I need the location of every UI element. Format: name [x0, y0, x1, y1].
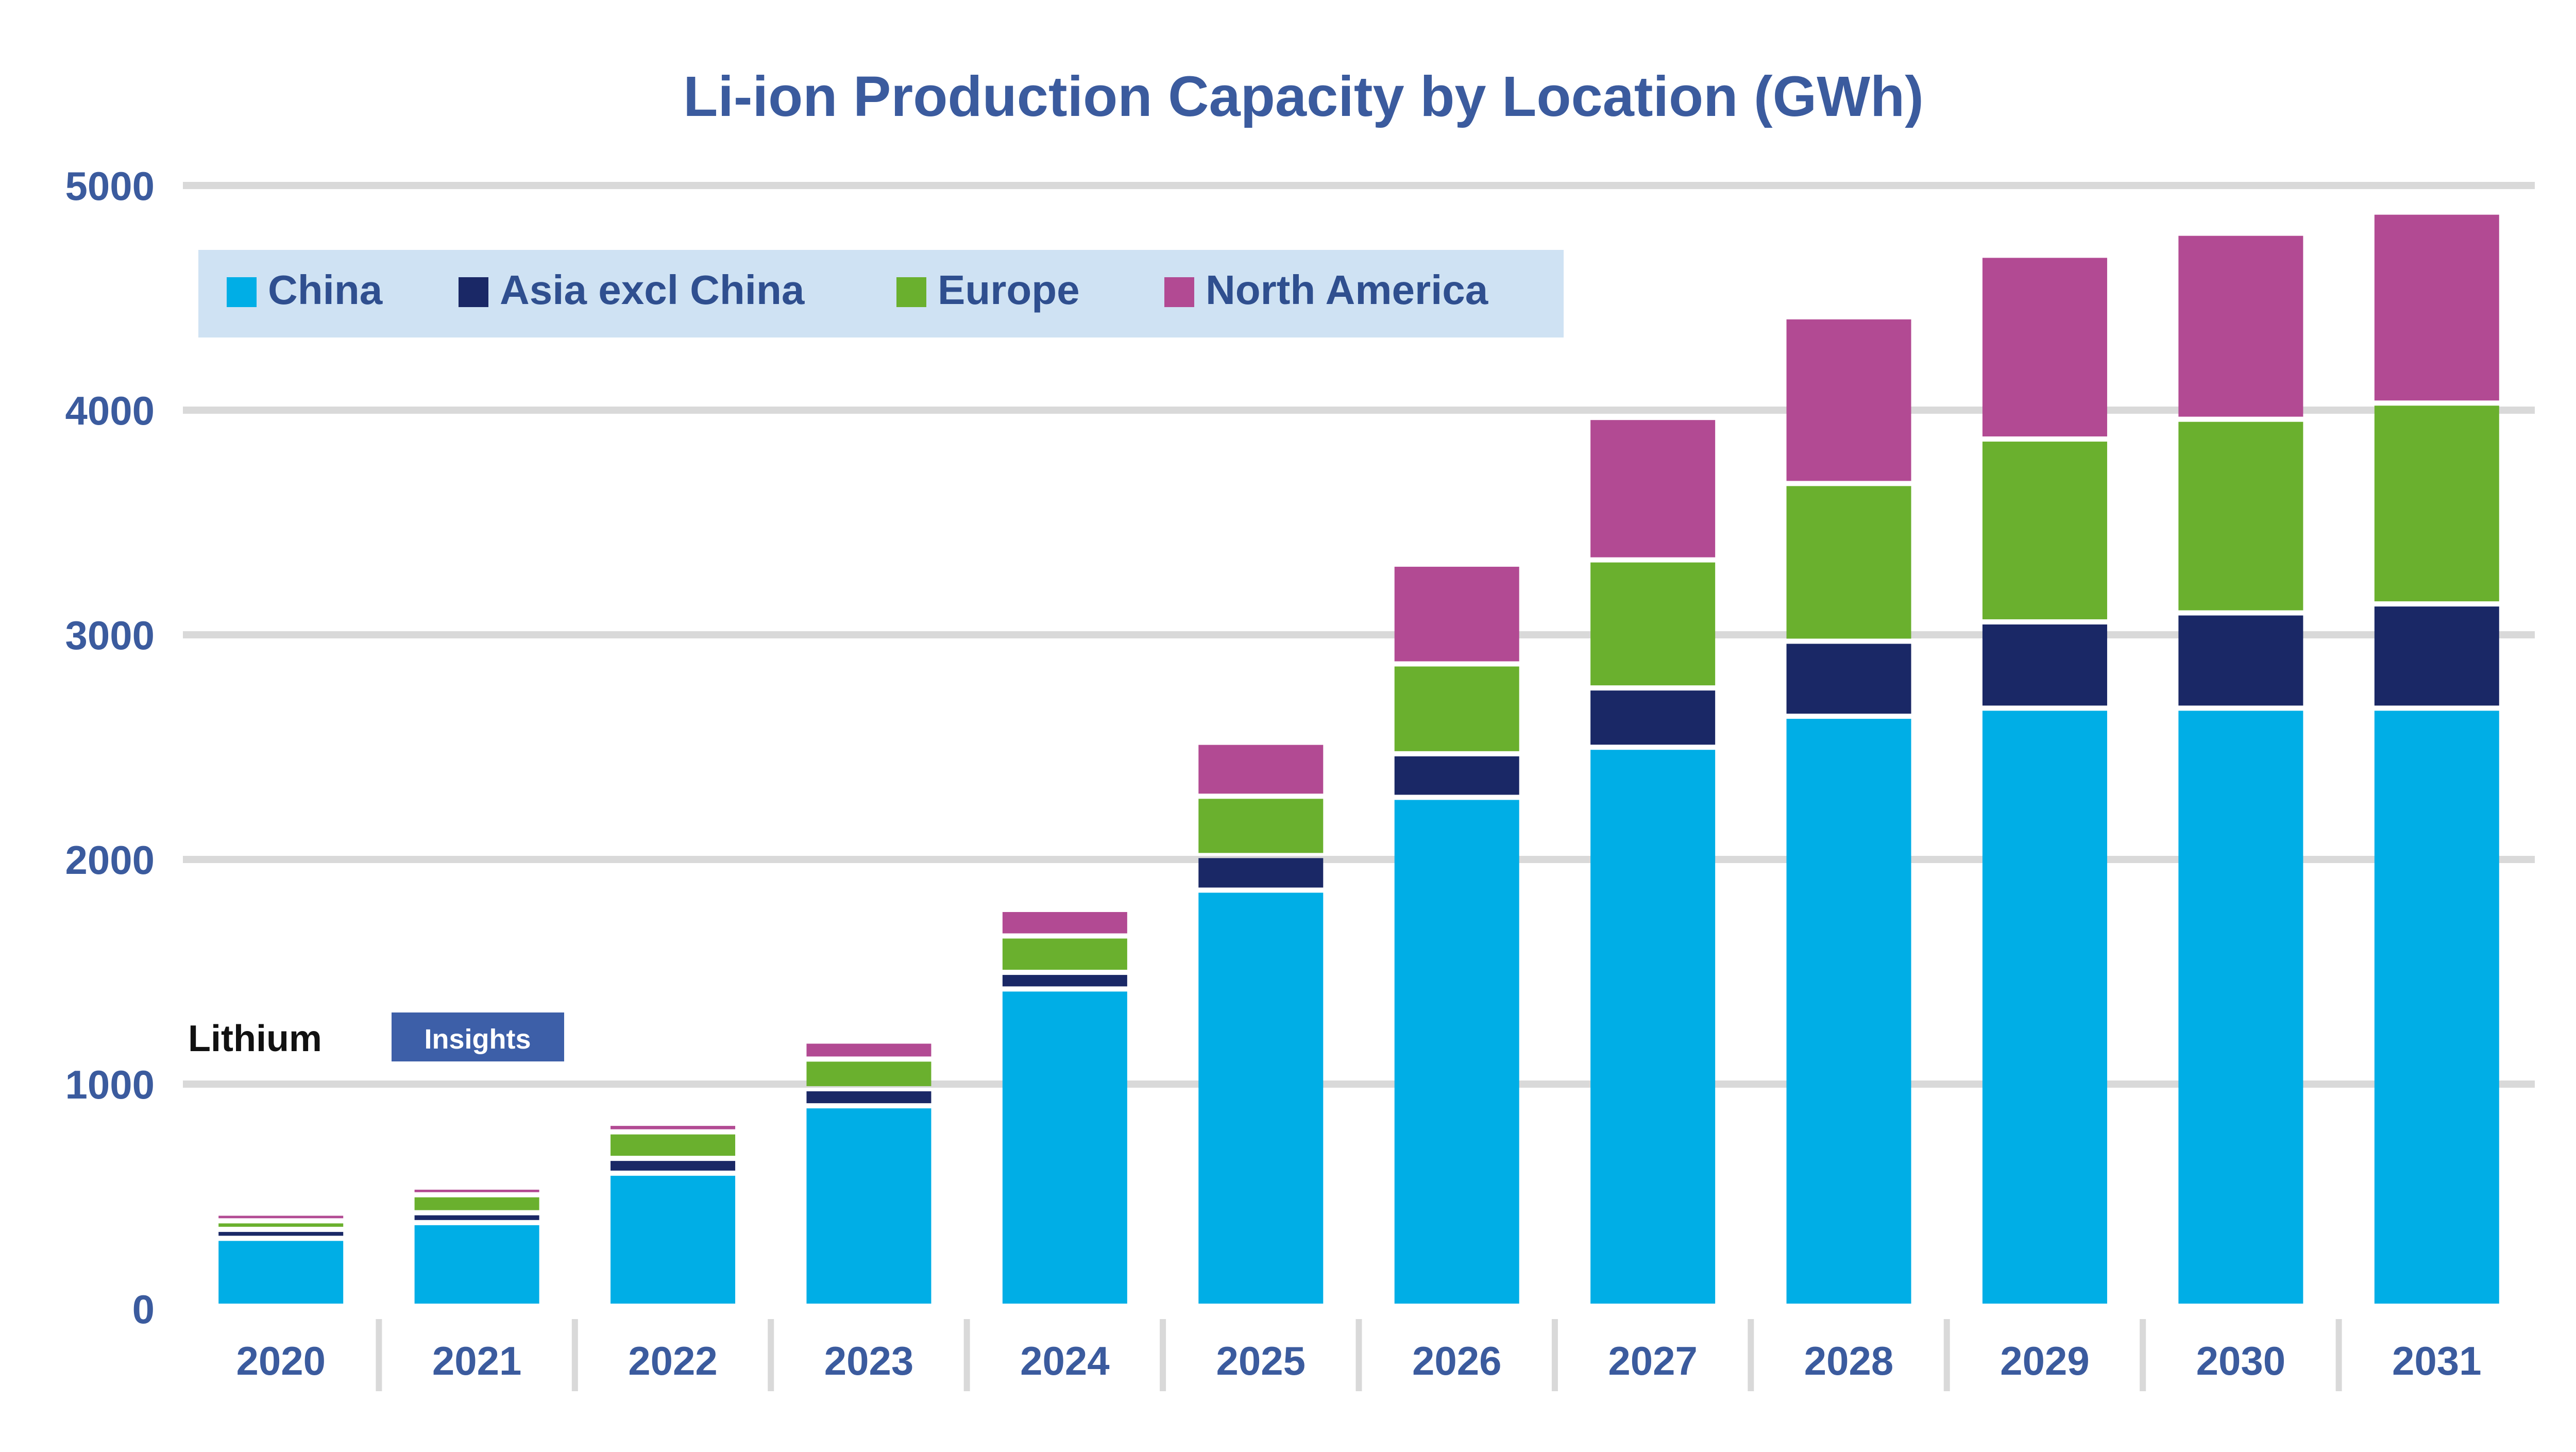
bar-asia-excl-china-2030 — [2178, 615, 2303, 706]
y-tick-label: 2000 — [65, 837, 155, 883]
x-tick-label: 2024 — [1020, 1338, 1110, 1383]
bar-asia-excl-china-2023 — [806, 1091, 931, 1104]
bar-europe-2023 — [806, 1061, 931, 1086]
legend-label-europe: Europe — [938, 267, 1080, 313]
bar-europe-2030 — [2178, 421, 2303, 611]
bar-china-2026 — [1394, 800, 1519, 1304]
bar-north-america-2027 — [1590, 420, 1716, 558]
bar-asia-excl-china-2027 — [1590, 690, 1716, 745]
watermark-label: Lithium — [188, 1018, 322, 1059]
legend-swatch-europe — [896, 277, 926, 307]
bar-north-america-2031 — [2374, 214, 2499, 401]
bar-europe-2027 — [1590, 562, 1716, 686]
x-tick-label: 2023 — [824, 1338, 914, 1383]
bar-north-america-2026 — [1394, 566, 1519, 662]
bar-asia-excl-china-2021 — [414, 1215, 539, 1220]
bar-asia-excl-china-2031 — [2374, 606, 2499, 706]
y-tick-label: 0 — [132, 1287, 155, 1332]
bar-china-2030 — [2178, 711, 2303, 1304]
x-tick-label: 2028 — [1804, 1338, 1894, 1383]
x-tick-label: 2029 — [2000, 1338, 2090, 1383]
bar-europe-2020 — [218, 1223, 344, 1227]
bar-north-america-2021 — [414, 1189, 539, 1192]
bar-china-2023 — [806, 1108, 931, 1304]
x-tick-label: 2020 — [236, 1338, 326, 1383]
x-tick-label: 2021 — [432, 1338, 522, 1383]
bar-china-2020 — [218, 1241, 344, 1304]
x-tick-label: 2030 — [2196, 1338, 2286, 1383]
bar-europe-2025 — [1198, 799, 1324, 853]
bar-north-america-2029 — [1982, 258, 2107, 437]
bar-europe-2022 — [611, 1134, 736, 1156]
watermark-badge-text: Insights — [424, 1024, 531, 1055]
x-axis: 2020 2021 2022 2023 2024 2025 2026 2027 2028 2029… — [236, 1319, 2482, 1391]
watermark-badge — [392, 1012, 564, 1061]
bar-asia-excl-china-2020 — [218, 1231, 344, 1236]
bar-asia-excl-china-2024 — [1002, 975, 1127, 987]
y-tick-label: 3000 — [65, 613, 155, 658]
bar-europe-2028 — [1786, 486, 1911, 639]
gridlines — [183, 182, 2535, 1088]
bar-asia-excl-china-2026 — [1394, 756, 1519, 795]
bar-north-america-2030 — [2178, 235, 2303, 417]
bar-china-2028 — [1786, 719, 1911, 1304]
bar-europe-2029 — [1982, 442, 2107, 619]
legend: China Asia excl China Europe North Ameri… — [198, 250, 1564, 337]
bar-europe-2026 — [1394, 666, 1519, 751]
bar-china-2021 — [414, 1225, 539, 1304]
bar-north-america-2023 — [806, 1043, 931, 1057]
x-tick-label: 2025 — [1216, 1338, 1306, 1383]
legend-swatch-asia — [459, 277, 488, 307]
x-tick-label: 2027 — [1608, 1338, 1698, 1383]
bar-china-2024 — [1002, 991, 1127, 1304]
bar-asia-excl-china-2029 — [1982, 624, 2107, 706]
bar-asia-excl-china-2028 — [1786, 644, 1911, 714]
x-tick-label: 2022 — [628, 1338, 718, 1383]
y-axis: 0 1000 2000 3000 4000 5000 — [65, 163, 155, 1332]
bar-europe-2031 — [2374, 406, 2499, 602]
bars — [218, 214, 2499, 1304]
legend-swatch-china — [227, 277, 257, 307]
chart-title: Li-ion Production Capacity by Location (… — [683, 65, 1924, 128]
bar-north-america-2022 — [611, 1126, 736, 1129]
bar-china-2025 — [1198, 892, 1324, 1304]
legend-swatch-north-america — [1164, 277, 1194, 307]
bar-china-2031 — [2374, 711, 2499, 1304]
x-tick-label: 2026 — [1412, 1338, 1502, 1383]
legend-box — [198, 250, 1564, 337]
legend-label-china: China — [268, 267, 383, 313]
bar-china-2029 — [1982, 711, 2107, 1304]
bar-europe-2021 — [414, 1197, 539, 1210]
bar-china-2022 — [611, 1175, 736, 1304]
legend-label-north-america: North America — [1206, 267, 1488, 313]
bar-asia-excl-china-2022 — [611, 1161, 736, 1171]
watermark-logo: Lithium Insights — [188, 1012, 564, 1061]
bar-north-america-2025 — [1198, 745, 1324, 794]
x-tick-label: 2031 — [2392, 1338, 2482, 1383]
bar-north-america-2020 — [218, 1215, 344, 1219]
legend-label-asia: Asia excl China — [500, 267, 805, 313]
bar-china-2027 — [1590, 750, 1716, 1304]
bar-north-america-2028 — [1786, 319, 1911, 481]
y-tick-label: 1000 — [65, 1062, 155, 1107]
bar-asia-excl-china-2025 — [1198, 858, 1324, 888]
y-tick-label: 4000 — [65, 388, 155, 433]
bar-europe-2024 — [1002, 938, 1127, 970]
bar-north-america-2024 — [1002, 912, 1127, 934]
y-tick-label: 5000 — [65, 163, 155, 209]
